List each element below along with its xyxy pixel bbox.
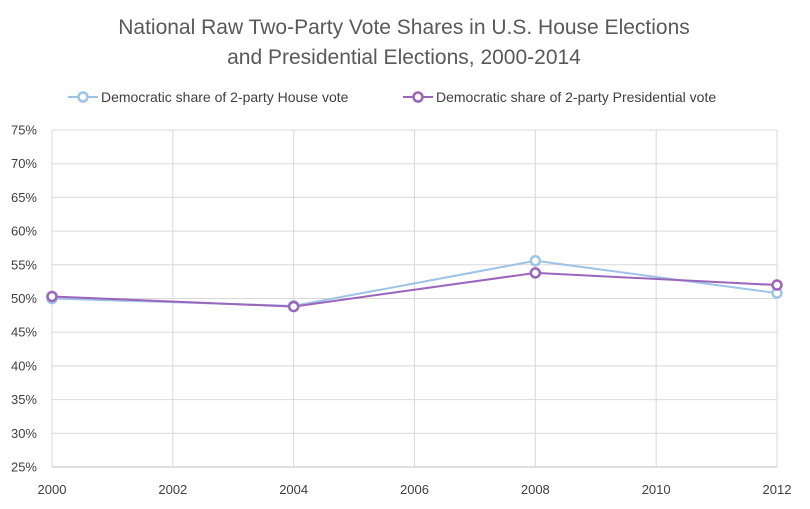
series-layer — [46, 255, 783, 313]
y-tick-label: 25% — [11, 460, 37, 475]
y-tick-label: 70% — [11, 156, 37, 171]
y-axis: 25% 30% 35% 40% 45% 50% 55% 60% 65% 70% 75% — [11, 123, 37, 475]
series-1-point — [287, 300, 300, 313]
chart-title-line-2: and Presidential Elections, 2000-2014 — [227, 46, 581, 69]
y-tick-label: 60% — [11, 224, 37, 239]
series-1-point — [771, 279, 783, 291]
x-tick-label: 2012 — [763, 482, 792, 497]
series-line-1 — [51, 271, 778, 308]
y-tick-label: 75% — [11, 123, 37, 138]
x-tick-label: 2008 — [521, 482, 550, 497]
y-tick-label: 40% — [11, 358, 37, 373]
y-tick-label: 30% — [11, 426, 37, 441]
y-tick-label: 55% — [11, 257, 37, 272]
chart-title: National Raw Two-Party Vote Shares in U.… — [118, 16, 690, 69]
series-1-point — [529, 267, 542, 279]
chart-title-line-1: National Raw Two-Party Vote Shares in U.… — [118, 16, 690, 39]
chart-legend: Democratic share of 2-party House vote D… — [68, 89, 716, 105]
legend-swatch-marker-house — [77, 91, 89, 103]
x-axis: 2000 2002 2004 2006 2008 2010 2012 — [38, 482, 792, 497]
y-tick-label: 65% — [11, 190, 37, 205]
x-tick-label: 2000 — [38, 482, 67, 497]
legend-swatch-marker-presidential — [412, 91, 424, 103]
legend-item-house: Democratic share of 2-party House vote — [68, 89, 349, 105]
x-tick-label: 2010 — [642, 482, 671, 497]
x-tick-label: 2006 — [400, 482, 429, 497]
legend-item-presidential: Democratic share of 2-party Presidential… — [403, 89, 716, 105]
legend-label-house: Democratic share of 2-party House vote — [101, 89, 349, 105]
x-tick-label: 2004 — [279, 482, 308, 497]
series-1-point — [46, 290, 58, 303]
y-tick-label: 45% — [11, 325, 37, 340]
x-tick-label: 2002 — [158, 482, 187, 497]
series-0-point — [529, 255, 542, 267]
legend-label-presidential: Democratic share of 2-party Presidential… — [436, 89, 716, 105]
y-tick-label: 50% — [11, 291, 37, 306]
chart-grid — [51, 129, 778, 468]
y-tick-label: 35% — [11, 392, 37, 407]
